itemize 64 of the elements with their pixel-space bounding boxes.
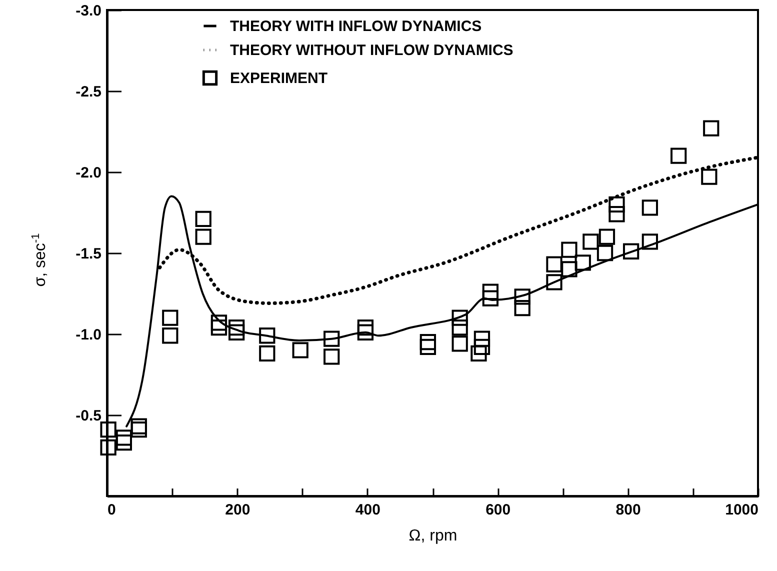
point <box>596 244 614 262</box>
point <box>701 168 718 185</box>
point <box>561 261 578 278</box>
point <box>420 338 436 356</box>
point <box>598 228 616 245</box>
point <box>292 342 308 358</box>
point <box>452 310 468 326</box>
x-tick-label: 600 <box>486 502 511 518</box>
point <box>210 314 228 331</box>
point <box>259 345 276 362</box>
point <box>452 319 468 336</box>
point <box>546 274 562 290</box>
point <box>608 206 625 222</box>
x-tick-label: 800 <box>616 502 641 518</box>
point <box>608 196 625 212</box>
point <box>210 319 228 336</box>
point <box>514 288 530 305</box>
point <box>130 418 147 434</box>
x-tick-label: 400 <box>355 502 380 518</box>
y-tick-label: -1.0 <box>76 326 102 344</box>
point <box>561 242 578 258</box>
point <box>470 345 487 362</box>
point <box>195 210 212 228</box>
y-tick-label: -2.0 <box>76 164 102 182</box>
point <box>130 422 147 438</box>
point <box>642 234 658 250</box>
y-tick-label: -0.5 <box>76 408 102 424</box>
point <box>474 338 490 356</box>
point <box>357 319 374 336</box>
point <box>228 324 245 340</box>
y-tick-label: -3.0 <box>76 2 102 20</box>
point <box>622 243 640 260</box>
point <box>162 328 178 344</box>
point <box>116 434 132 451</box>
x-tick-label: 0 <box>108 502 116 518</box>
point <box>670 148 687 164</box>
point <box>357 324 374 340</box>
legend-label: THEORY WITHOUT INFLOW DYNAMICS <box>230 42 514 59</box>
point <box>642 200 658 216</box>
legend-label: EXPERIMENT <box>230 70 328 87</box>
point <box>574 254 591 271</box>
point <box>582 234 599 250</box>
legend-label: THEORY WITH INFLOW DYNAMICS <box>230 18 482 35</box>
y-tick-label: -1.5 <box>76 246 102 262</box>
x-axis-title: Ω, rpm <box>408 528 458 544</box>
point <box>546 256 562 272</box>
point <box>324 348 340 365</box>
point <box>703 120 720 136</box>
point <box>474 330 490 347</box>
point <box>162 310 178 326</box>
x-tick-label: 200 <box>225 502 250 518</box>
y-tick-label: -2.5 <box>76 84 102 100</box>
point <box>324 330 340 347</box>
point <box>452 336 468 352</box>
point <box>259 328 276 344</box>
point <box>420 334 436 350</box>
point <box>195 228 212 245</box>
point <box>100 422 116 438</box>
point <box>228 319 245 336</box>
point <box>100 439 116 456</box>
point <box>514 300 530 316</box>
x-tick-label: 1000 <box>725 502 758 518</box>
point <box>482 290 499 306</box>
point <box>116 430 132 446</box>
